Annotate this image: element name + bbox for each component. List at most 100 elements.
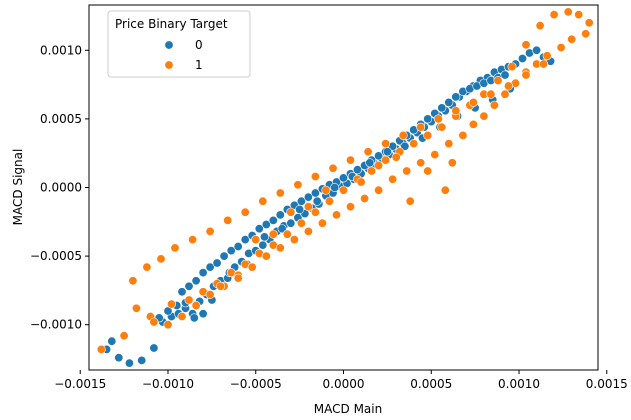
- point-series-1: [96, 344, 106, 354]
- point-series-1: [458, 130, 468, 140]
- point-series-1: [433, 114, 443, 124]
- point-series-1: [289, 235, 299, 245]
- legend-marker-1: [164, 60, 174, 70]
- point-series-1: [310, 207, 320, 217]
- point-series-1: [345, 155, 355, 165]
- point-series-1: [286, 207, 296, 217]
- point-series-1: [574, 10, 584, 20]
- legend-marker-0: [164, 40, 174, 50]
- point-series-0: [137, 355, 147, 365]
- point-series-1: [402, 166, 412, 176]
- point-series-1: [356, 177, 366, 187]
- point-series-1: [567, 34, 577, 44]
- point-series-0: [254, 224, 264, 234]
- point-series-0: [365, 158, 375, 168]
- point-series-1: [493, 76, 503, 86]
- point-series-0: [352, 165, 362, 175]
- y-tick-label: 0.0010: [40, 43, 82, 57]
- y-tick-label: 0.0000: [40, 181, 82, 195]
- point-series-0: [500, 70, 510, 80]
- point-series-0: [303, 192, 313, 202]
- point-series-1: [184, 295, 194, 305]
- point-series-1: [423, 130, 433, 140]
- point-series-1: [521, 40, 531, 50]
- point-series-0: [451, 92, 461, 102]
- point-series-0: [191, 276, 201, 286]
- point-series-1: [216, 281, 226, 291]
- point-series-1: [409, 139, 419, 149]
- legend-title: Price Binary Target: [115, 17, 228, 31]
- point-series-1: [444, 139, 454, 149]
- point-series-0: [184, 281, 194, 291]
- x-tick-label: −0.0010: [142, 377, 194, 391]
- point-series-1: [503, 81, 513, 91]
- point-series-1: [282, 229, 292, 239]
- series-1: [96, 7, 594, 354]
- point-series-1: [584, 18, 594, 28]
- point-series-1: [581, 29, 591, 39]
- x-tick-label: 0.0015: [586, 377, 628, 391]
- point-series-1: [374, 185, 384, 195]
- point-series-0: [219, 251, 229, 261]
- point-series-0: [437, 103, 447, 113]
- point-series-1: [486, 89, 496, 99]
- point-series-1: [437, 122, 447, 132]
- legend-box: [107, 10, 251, 78]
- point-series-1: [468, 97, 478, 107]
- y-tick-label: 0.0005: [40, 112, 82, 126]
- point-series-0: [198, 309, 208, 319]
- point-series-1: [223, 215, 233, 225]
- y-axis-label: MACD Signal: [11, 149, 25, 226]
- point-series-1: [539, 59, 549, 69]
- point-series-1: [142, 262, 152, 272]
- point-series-0: [286, 218, 296, 228]
- point-series-1: [251, 235, 261, 245]
- point-series-1: [324, 196, 334, 206]
- point-series-1: [303, 202, 313, 212]
- point-series-1: [328, 163, 338, 173]
- point-series-1: [317, 218, 327, 228]
- point-series-1: [549, 10, 559, 20]
- points-layer: [96, 7, 594, 368]
- point-series-1: [521, 70, 531, 80]
- point-series-1: [296, 218, 306, 228]
- point-series-0: [338, 173, 348, 183]
- point-series-0: [124, 358, 134, 368]
- point-series-0: [258, 240, 268, 250]
- point-series-0: [149, 343, 159, 353]
- point-series-1: [338, 185, 348, 195]
- point-series-1: [156, 254, 166, 264]
- point-series-1: [535, 21, 545, 31]
- point-series-1: [381, 139, 391, 149]
- x-tick-label: −0.0005: [230, 377, 282, 391]
- point-series-1: [388, 174, 398, 184]
- point-series-1: [119, 331, 129, 341]
- legend-label-0: 0: [195, 38, 203, 52]
- point-series-1: [451, 106, 461, 116]
- point-series-1: [233, 273, 243, 283]
- point-series-1: [416, 158, 426, 168]
- x-tick-label: 0.0000: [323, 377, 365, 391]
- point-series-1: [261, 251, 271, 261]
- x-tick-label: −0.0015: [54, 377, 106, 391]
- point-series-1: [345, 202, 355, 212]
- point-series-1: [374, 161, 384, 171]
- legend: Price Binary Target 0 1: [107, 10, 251, 78]
- x-tick-label: 0.0005: [410, 377, 452, 391]
- point-series-1: [405, 196, 415, 206]
- point-series-1: [331, 210, 341, 220]
- point-series-1: [363, 147, 373, 157]
- point-series-0: [444, 97, 454, 107]
- point-series-0: [275, 210, 285, 220]
- point-series-1: [310, 172, 320, 182]
- point-series-1: [205, 289, 215, 299]
- point-series-1: [321, 185, 331, 195]
- point-series-1: [360, 194, 370, 204]
- point-series-1: [268, 229, 278, 239]
- x-ticks: −0.0015 −0.0010 −0.0005 0.0000 0.0005 0.0010 0…: [54, 370, 628, 391]
- point-series-1: [258, 196, 268, 206]
- point-series-0: [400, 141, 410, 151]
- point-series-1: [542, 51, 552, 61]
